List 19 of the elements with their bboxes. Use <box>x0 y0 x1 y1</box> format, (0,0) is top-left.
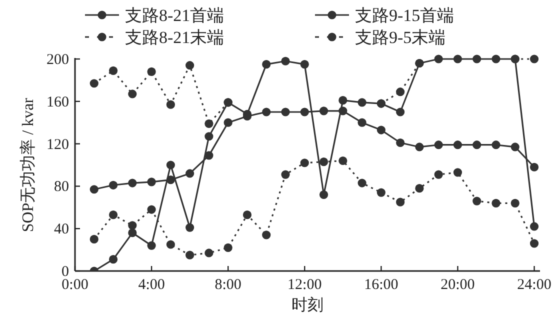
x-tick-label: 20:00 <box>440 277 475 293</box>
x-tick-label: 8:00 <box>214 277 242 293</box>
y-tick-label: 200 <box>46 52 69 68</box>
y-axis-title: SOP无功功率 / kvar <box>19 97 37 232</box>
x-tick-label: 12:00 <box>288 277 322 293</box>
legend-label: 支路8-21首端 <box>125 6 224 25</box>
x-tick-label: 16:00 <box>364 277 398 293</box>
x-tick-label: 0:00 <box>62 277 88 293</box>
legend-label: 支路8-21末端 <box>125 28 224 47</box>
y-tick-label: 0 <box>62 264 69 280</box>
legend-label: 支路9-15首端 <box>355 6 454 25</box>
legend-label: 支路9-5末端 <box>355 28 446 47</box>
y-tick-label: 160 <box>46 94 69 110</box>
y-tick-label: 40 <box>54 222 69 238</box>
y-tick-label: 80 <box>54 179 69 196</box>
x-tick-label: 24:00 <box>517 277 552 293</box>
y-tick-label: 120 <box>46 136 69 153</box>
x-tick-label: 4:00 <box>138 277 165 293</box>
x-axis-title: 时刻 <box>292 296 324 314</box>
